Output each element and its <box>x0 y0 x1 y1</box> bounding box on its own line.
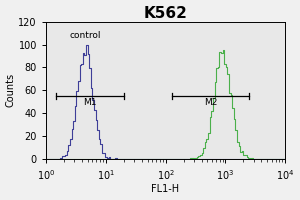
Text: M1: M1 <box>83 98 97 107</box>
Title: K562: K562 <box>144 6 188 21</box>
Text: control: control <box>70 31 101 40</box>
X-axis label: FL1-H: FL1-H <box>152 184 180 194</box>
Y-axis label: Counts: Counts <box>6 73 16 107</box>
Text: M2: M2 <box>204 98 218 107</box>
